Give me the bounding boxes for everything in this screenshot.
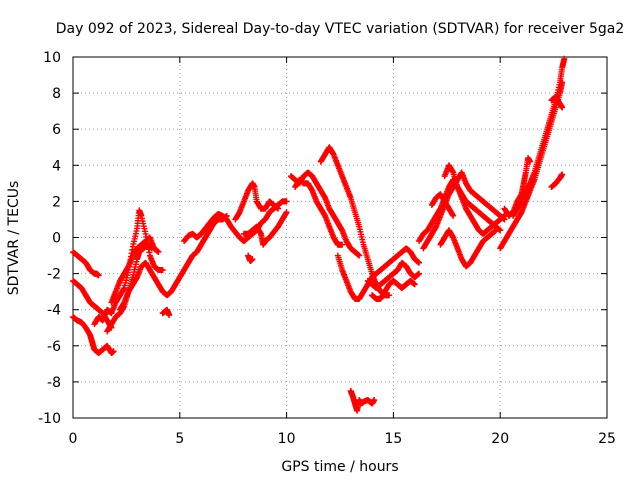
data-point xyxy=(166,312,173,319)
series-track-aa xyxy=(501,155,534,219)
series-track-b xyxy=(70,277,115,331)
y-tick-label: -8 xyxy=(47,375,61,391)
series-track-n xyxy=(292,176,346,248)
y-axis-label: SDTVAR / TECUs xyxy=(6,181,22,296)
series-track-ac xyxy=(548,93,566,111)
series-track-j xyxy=(232,180,282,223)
series-track-h xyxy=(159,306,173,319)
data-point xyxy=(416,270,423,277)
x-tick-label: 20 xyxy=(491,431,509,447)
grid-lines xyxy=(73,57,607,418)
data-point xyxy=(356,252,363,259)
y-tick-label: -2 xyxy=(47,267,61,283)
y-tick-label: 2 xyxy=(52,194,61,210)
y-tick-label: -6 xyxy=(47,339,61,355)
data-point xyxy=(249,256,256,263)
series-track-x xyxy=(428,191,457,219)
series-track-k xyxy=(240,209,290,248)
series-track-v xyxy=(437,227,499,270)
y-tick-label: -10 xyxy=(38,411,61,427)
series-track-d xyxy=(91,207,166,328)
data-point xyxy=(283,198,290,205)
data-point xyxy=(492,227,499,234)
series-track-a xyxy=(70,248,102,279)
data-point xyxy=(559,104,566,111)
data-point xyxy=(411,281,418,288)
data-point xyxy=(159,266,166,273)
chart-title: Day 092 of 2023, Sidereal Day-to-day VTE… xyxy=(56,21,625,37)
y-tick-label: 0 xyxy=(52,231,61,247)
data-point xyxy=(416,259,423,266)
series-track-l xyxy=(245,252,256,264)
data-point xyxy=(559,171,566,178)
data-point xyxy=(110,348,117,355)
x-tick-label: 25 xyxy=(598,431,616,447)
series-track-ab xyxy=(548,171,566,190)
data-point xyxy=(561,55,568,62)
data-point xyxy=(450,212,457,219)
x-tick-label: 5 xyxy=(175,431,184,447)
x-tick-label: 15 xyxy=(384,431,402,447)
data-point xyxy=(527,158,534,165)
y-tick-label: -4 xyxy=(47,303,61,319)
series-track-w xyxy=(441,162,508,237)
series-track-s xyxy=(347,387,378,414)
series-track-q xyxy=(364,259,423,292)
data-points xyxy=(70,55,568,414)
data-point xyxy=(95,272,102,279)
data-point xyxy=(283,209,290,216)
x-axis-label: GPS time / hours xyxy=(281,459,398,475)
y-tick-label: 8 xyxy=(52,86,61,102)
data-point xyxy=(275,205,282,212)
series-track-c xyxy=(70,313,117,357)
data-point xyxy=(339,241,346,248)
y-tick-label: 10 xyxy=(43,50,61,66)
y-tick-label: 6 xyxy=(52,122,61,138)
series-track-f xyxy=(108,234,162,306)
axis-ticks: 0 5 10 15 20 25 -10 -8 -6 -4 -2 0 2 4 6 8 10 xyxy=(38,50,616,447)
x-tick-label: 0 xyxy=(69,431,78,447)
data-point xyxy=(386,292,393,299)
series-track-r xyxy=(369,277,418,302)
data-point xyxy=(371,396,378,403)
data-point xyxy=(155,248,162,255)
y-tick-label: 4 xyxy=(52,158,61,174)
series-track-p xyxy=(334,245,423,302)
x-tick-label: 10 xyxy=(278,431,296,447)
